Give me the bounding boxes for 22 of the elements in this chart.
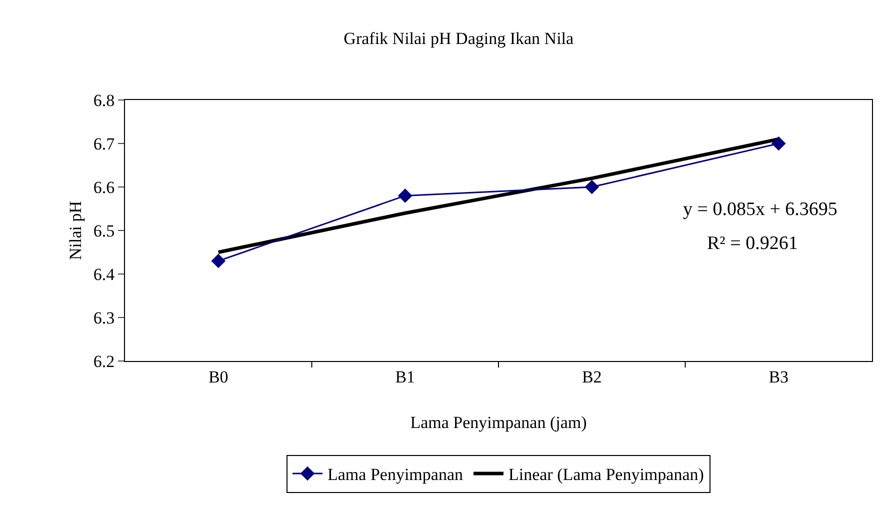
legend-label: Lama Penyimpanan <box>328 465 464 484</box>
annotation: R² = 0.9261 <box>707 233 798 254</box>
point <box>584 180 600 194</box>
x-axis-title: Lama Penyimpanan (jam) <box>410 412 587 432</box>
y-tick-label: 6.5 <box>93 221 115 240</box>
chart-title: Grafik Nilai pH Daging Ikan Nila <box>344 28 574 48</box>
legend-label: Linear (Lama Penyimpanan) <box>508 465 704 484</box>
x-tick-label: B2 <box>582 367 602 386</box>
x-tick-label: B1 <box>395 367 416 386</box>
point <box>398 188 412 203</box>
y-tick-label: 6.7 <box>93 134 116 154</box>
x-tick-label: B3 <box>768 367 789 386</box>
y-tick-label: 6.4 <box>93 264 116 284</box>
y-axis-title: Nilai pH <box>66 200 85 260</box>
point <box>771 136 786 151</box>
y-tick-label: 6.6 <box>93 178 115 197</box>
point <box>211 254 226 268</box>
y-tick-label: 6.8 <box>93 90 115 110</box>
annotation: y = 0.085x + 6.3695 <box>683 199 838 220</box>
x-tick-label: B0 <box>208 367 228 386</box>
y-tick-label: 6.2 <box>93 352 115 371</box>
y-tick-label: 6.3 <box>93 308 115 328</box>
